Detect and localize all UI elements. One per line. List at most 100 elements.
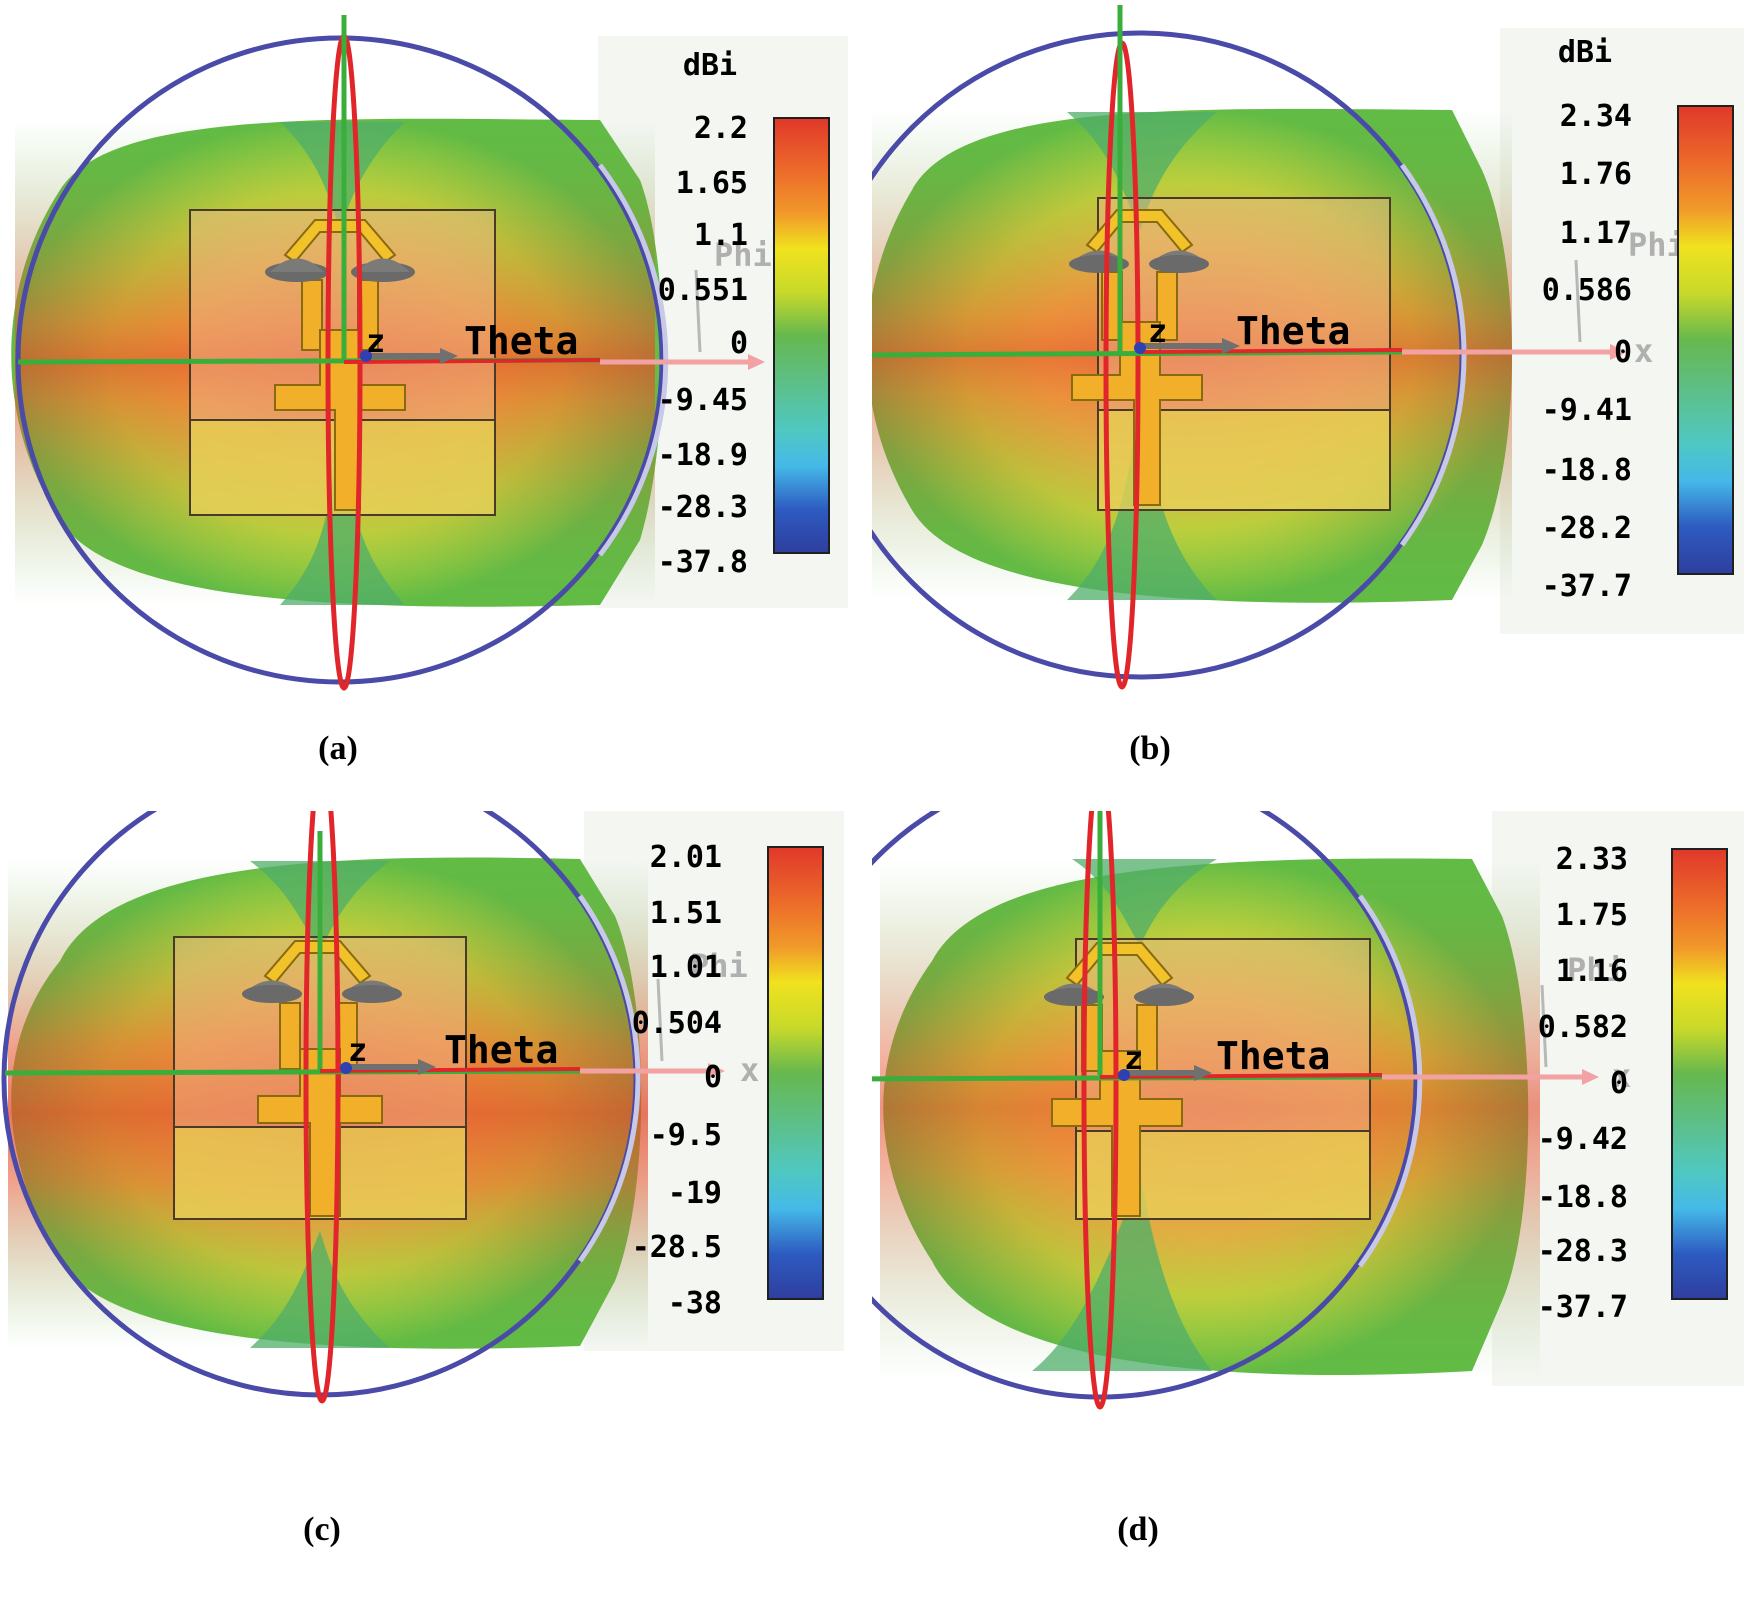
via-right-cap [356,258,410,272]
scale-tick: 0.586 [1542,273,1632,308]
z-axis-label: z [1148,312,1167,350]
null-cone-top [1067,112,1217,230]
scale-tick: 1.17 [1560,216,1632,251]
scale-tick: -18.8 [1542,453,1632,488]
theta-arrowhead [418,1059,436,1075]
x-axis-label: x [740,1051,759,1089]
pattern-panel-b: z Theta x Phi dBi 2.34 1.76 1.17 0.586 0… [872,0,1744,811]
phi-label: Phi [1628,226,1686,264]
antenna-arms [1065,942,1174,987]
theta-arrowhead [440,348,458,364]
z-axis-label: z [348,1031,367,1069]
theta-axis-red [1139,348,1403,354]
scale-tick: -9.5 [650,1118,722,1153]
via-right [1134,988,1194,1006]
radiation-band [880,859,1540,1379]
sphere-ring-highlight [1357,894,1423,1268]
x-axis-label: x [1634,332,1653,370]
scale-tick: 2.33 [1556,842,1628,877]
origin-dot [340,1062,352,1074]
scale-tick: 0.504 [632,1006,722,1041]
color-scale-unit: dBi [1558,35,1612,70]
theta-axis-red [1099,1073,1383,1079]
sphere-ring [872,811,1419,1400]
scale-tick: -28.2 [1542,511,1632,546]
color-scale-bar [1677,105,1734,575]
scale-tick: 0 [730,326,748,361]
panel-caption: (c) [303,1511,341,1548]
sphere-ring-highlight [577,894,641,1263]
via-right [1149,255,1209,273]
panel-caption: (d) [1117,1511,1159,1548]
theta-label: Theta [1216,1034,1330,1078]
scale-tick: -37.7 [1542,569,1632,604]
color-scale-unit: dBi [683,48,737,83]
scale-tick: 1.75 [1556,898,1628,933]
x-axis-label: x [1612,1057,1631,1095]
scale-tick: 1.51 [650,896,722,931]
via-right [342,985,402,1003]
scale-tick: -38 [668,1286,722,1321]
pattern-diagram: z Theta x Phi dBi 2.34 1.76 1.17 0.586 0… [872,5,1744,690]
origin-dot [1134,342,1146,354]
scale-tick: -37.8 [658,545,748,580]
sphere-ring-highlight [1399,163,1467,547]
theta-axis-red [319,1067,581,1073]
panel-caption: (b) [1129,730,1171,767]
x-axis-arrowhead [708,1063,725,1079]
phi-label: Phi [714,236,772,274]
color-scale-unit: dBi [676,811,730,814]
scale-tick: 0 [704,1060,722,1095]
pattern-panel-a: z Theta Phi dBi 2.2 1.65 1.1 0.551 0 -9.… [0,0,872,811]
scale-tick: 2.01 [650,840,722,875]
phi-arrow [1574,259,1582,343]
scale-tick: -37.7 [1538,1290,1628,1325]
scale-tick: -19 [668,1176,722,1211]
via-left [242,985,302,1003]
scale-tick: -18.8 [1538,1180,1628,1215]
scale-tick: 1.16 [1556,954,1628,989]
phi-arrow [694,269,702,353]
scale-tick: 2.2 [694,111,748,146]
pattern-diagram: z Theta Phi dBi 2.2 1.65 1.1 0.551 0 -9.… [11,15,848,691]
scale-tick: 0.551 [658,273,748,308]
scale-tick: -9.42 [1538,1122,1628,1157]
scale-tick: -9.41 [1542,393,1632,428]
phi-arrow [1540,984,1548,1068]
origin-dot [1118,1069,1130,1081]
color-scale-bar [773,117,830,554]
antenna-stub-left [279,1002,301,1070]
scale-tick: 0 [1610,1066,1628,1101]
null-cone-bottom [250,1231,390,1348]
scale-tick: 1.76 [1560,157,1632,192]
antenna-arms [1085,209,1194,254]
scale-tick: 1.65 [676,166,748,201]
phi-arrow [656,978,664,1062]
theta-axis-red [343,358,601,364]
scale-tick: -28.5 [632,1230,722,1265]
color-scale-bar [767,846,824,1300]
scale-tick: 1.01 [650,950,722,985]
phi-label: Phi [1567,951,1625,989]
pattern-diagram: z Theta x Phi dBi 2.33 1.75 1.16 0.582 0… [872,811,1744,1410]
scale-tick: -9.45 [658,383,748,418]
theta-label: Theta [444,1028,558,1072]
z-axis-label: z [366,322,385,360]
theta-arrowhead [1222,338,1240,354]
theta-label: Theta [464,319,578,363]
scale-tick: 2.34 [1560,99,1632,134]
scale-tick: -28.3 [1538,1234,1628,1269]
color-scale-bar [1671,848,1728,1300]
via-left [1069,255,1129,273]
meridian-ellipse [1081,811,1119,1410]
scale-tick: -18.9 [658,438,748,473]
phi-label: Phi [690,947,748,985]
pattern-panel-c: z Theta x Phi dBi 2.01 1.51 1.01 0.504 0… [0,811,872,1622]
color-scale-unit: dBi [1580,811,1634,814]
scale-tick: 0 [1614,335,1632,370]
z-axis-label: z [1124,1039,1143,1077]
theta-arrowhead [1194,1065,1212,1081]
scale-tick: -28.3 [658,490,748,525]
origin-dot [360,350,372,362]
pattern-panel-d: z Theta x Phi dBi 2.33 1.75 1.16 0.582 0… [872,811,1744,1622]
